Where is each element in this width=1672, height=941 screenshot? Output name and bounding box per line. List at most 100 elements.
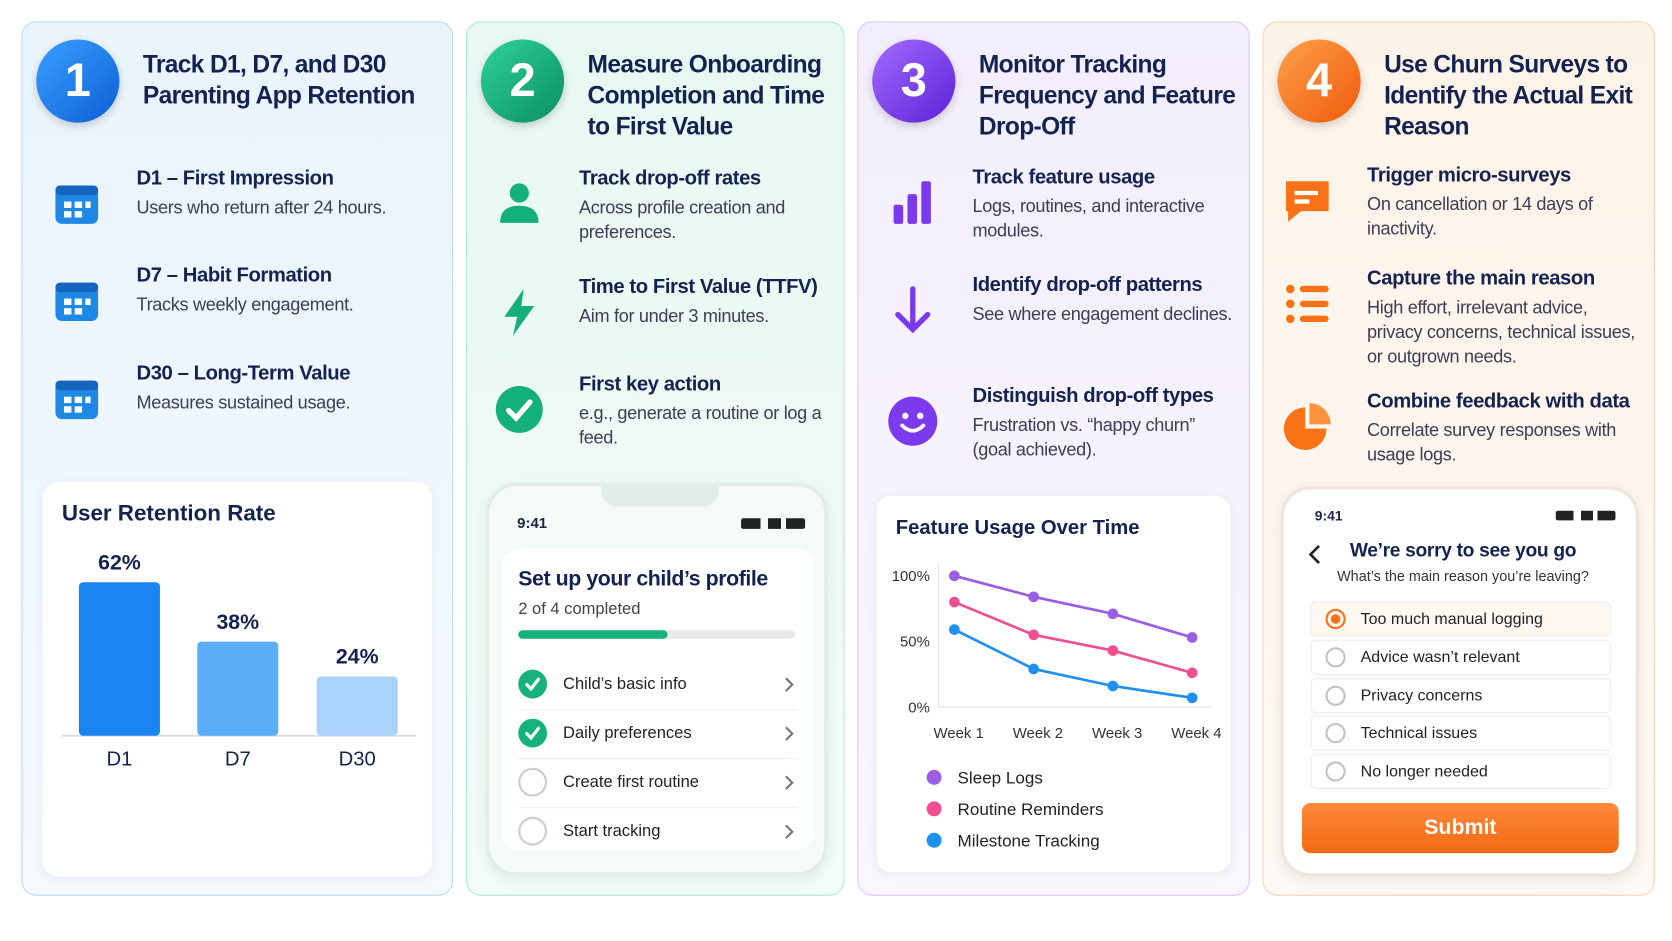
radio-dot: [1330, 614, 1341, 624]
point: [1186, 692, 1198, 704]
option-label: Advice wasn’t relevant: [1360, 648, 1520, 667]
point: [1186, 632, 1198, 643]
icon-shape: [85, 396, 91, 404]
radio: [1325, 608, 1346, 630]
point: [1107, 645, 1119, 656]
step-number: 3: [872, 39, 956, 123]
item-text: Aim for under 3 minutes.: [579, 306, 769, 327]
panel-title: Measure Onboarding Completion and Time t…: [587, 50, 825, 140]
line-chart: Feature Usage Over Time 0% 50% 100% Week 1 We…: [892, 517, 1222, 850]
icon: [893, 181, 931, 224]
icon-shape: [74, 308, 83, 315]
icon-shape: [785, 775, 794, 790]
series-line: [953, 628, 1193, 700]
item-heading: Track feature usage: [972, 166, 1155, 189]
icon-shape: [888, 396, 938, 446]
icon-shape: [509, 183, 529, 203]
icon-shape: [1299, 300, 1329, 308]
check-mark: [525, 726, 541, 741]
y-tick-label: 0%: [908, 699, 930, 716]
item-heading: Combine feedback with data: [1367, 390, 1630, 413]
item-text: Frustration vs. “happy churn” (goal achi…: [972, 414, 1195, 460]
step-check: [518, 816, 548, 846]
phone-time: 9:41: [1314, 507, 1343, 524]
icon-shape: [1299, 315, 1329, 323]
phone: 9:41 Set up your child’s profile 2 of 4 co…: [486, 483, 828, 876]
item-heading: Trigger micro-surveys: [1367, 164, 1571, 187]
item-text: Across profile creation and preferences.: [579, 197, 786, 243]
icon-shape: [525, 726, 541, 741]
icon-shape: [63, 201, 72, 208]
icon-shape: [921, 181, 931, 224]
icon-shape: [74, 201, 83, 208]
icon-shape: [504, 288, 535, 336]
legend-dot: [926, 832, 942, 848]
chevron: [785, 677, 794, 692]
option-label: No longer needed: [1360, 762, 1488, 781]
icon-shape: [785, 824, 794, 839]
check-mark: [525, 677, 541, 692]
icon-shape: [1309, 403, 1331, 425]
icon-shape: [495, 386, 543, 433]
item-heading: First key action: [579, 373, 721, 396]
option-label: Privacy concerns: [1360, 686, 1483, 705]
panel-title: Track D1, D7, and D30 Parenting App Rete…: [142, 50, 416, 109]
series-line: [954, 574, 1193, 639]
item-heading: D7 – Habit Formation: [136, 264, 332, 287]
point: [1028, 591, 1039, 603]
panel: 4 Use Churn Surveys to Identify the Actua…: [1262, 21, 1655, 896]
point: [1028, 629, 1039, 641]
icon: [888, 396, 938, 446]
icon-shape: [55, 380, 99, 391]
option-row: [1310, 754, 1612, 790]
point: [949, 570, 960, 582]
x-tick-label: Week 3: [1092, 725, 1142, 742]
panel-title: Use Churn Surveys to Identify the Actual…: [1384, 50, 1633, 140]
item-text: Tracks weekly engagement.: [136, 294, 354, 315]
radio: [1325, 723, 1346, 744]
chevron: [785, 775, 794, 790]
radio: [1325, 685, 1346, 706]
bar: [78, 582, 160, 736]
x-tick-label: D7: [225, 749, 251, 770]
icon: [55, 282, 99, 321]
submit-button[interactable]: Submit: [1301, 802, 1619, 854]
point: [1107, 680, 1119, 692]
item-heading: D1 – First Impression: [136, 167, 334, 190]
survey-title: We’re sorry to see you go: [1349, 539, 1577, 561]
icon-shape: [785, 677, 794, 692]
icon-shape: [63, 308, 72, 315]
item-text: High effort, irrelevant advice, privacy …: [1367, 297, 1635, 367]
setup-title: Set up your child’s profile: [518, 567, 768, 591]
item-heading: Track drop-off rates: [579, 167, 761, 190]
status-icons: [1555, 510, 1616, 521]
icon-shape: [895, 311, 931, 334]
option-label: Technical issues: [1360, 724, 1478, 743]
y-tick-label: 50%: [900, 634, 930, 651]
icon: [55, 185, 99, 224]
icon-shape: [55, 185, 99, 196]
value-label: 24%: [336, 645, 379, 669]
progress-fill: [518, 630, 668, 639]
icon-shape: [63, 406, 72, 413]
item-text: e.g., generate a routine or log a feed.: [579, 403, 822, 448]
point: [949, 596, 960, 608]
icon-shape: [900, 423, 926, 433]
survey-subtitle: What’s the main reason you’re leaving?: [1337, 568, 1589, 585]
icon-shape: [63, 396, 72, 404]
divider: [518, 807, 798, 809]
panel: 2 Measure Onboarding Completion and Time …: [465, 21, 845, 896]
phone: 9:41 We’re sorry to see you go What’s the …: [1280, 486, 1639, 877]
option-row: [1310, 639, 1612, 675]
option-row: [1310, 601, 1612, 637]
point: [949, 624, 960, 635]
bar: [316, 676, 398, 736]
icon-shape: [893, 204, 904, 224]
value-label: 62%: [98, 550, 141, 574]
icon-shape: [1294, 199, 1310, 204]
step-check: [518, 718, 548, 748]
icon: [500, 183, 539, 223]
radio: [1325, 647, 1346, 668]
icon-shape: [1285, 299, 1295, 309]
setup-card: Set up your child’s profile 2 of 4 comple…: [502, 549, 814, 850]
